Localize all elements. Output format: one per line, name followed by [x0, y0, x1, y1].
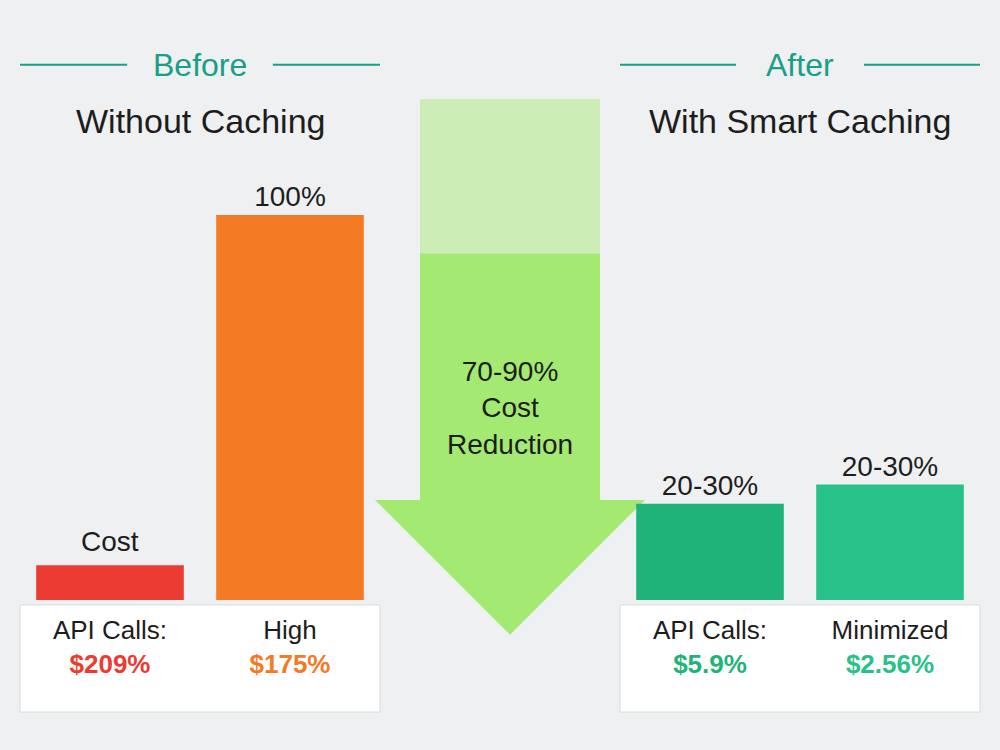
svg-text:20-30%: 20-30%: [842, 451, 939, 482]
svg-text:Before: Before: [153, 47, 247, 83]
svg-text:After: After: [766, 47, 834, 83]
svg-text:API Calls:$5.9%: API Calls:$5.9%: [653, 615, 767, 679]
svg-text:100%: 100%: [254, 181, 326, 212]
svg-text:API Calls:$209%: API Calls:$209%: [53, 615, 167, 679]
svg-text:70-90%CostReduction: 70-90%CostReduction: [447, 356, 573, 460]
svg-text:Cost: Cost: [81, 526, 139, 557]
svg-text:Minimized$2.56%: Minimized$2.56%: [831, 615, 948, 679]
svg-text:20-30%: 20-30%: [662, 470, 759, 501]
svg-text:With Smart Caching: With Smart Caching: [649, 102, 951, 140]
svg-text:Without Caching: Without Caching: [76, 102, 325, 140]
svg-text:High$175%: High$175%: [250, 615, 331, 679]
